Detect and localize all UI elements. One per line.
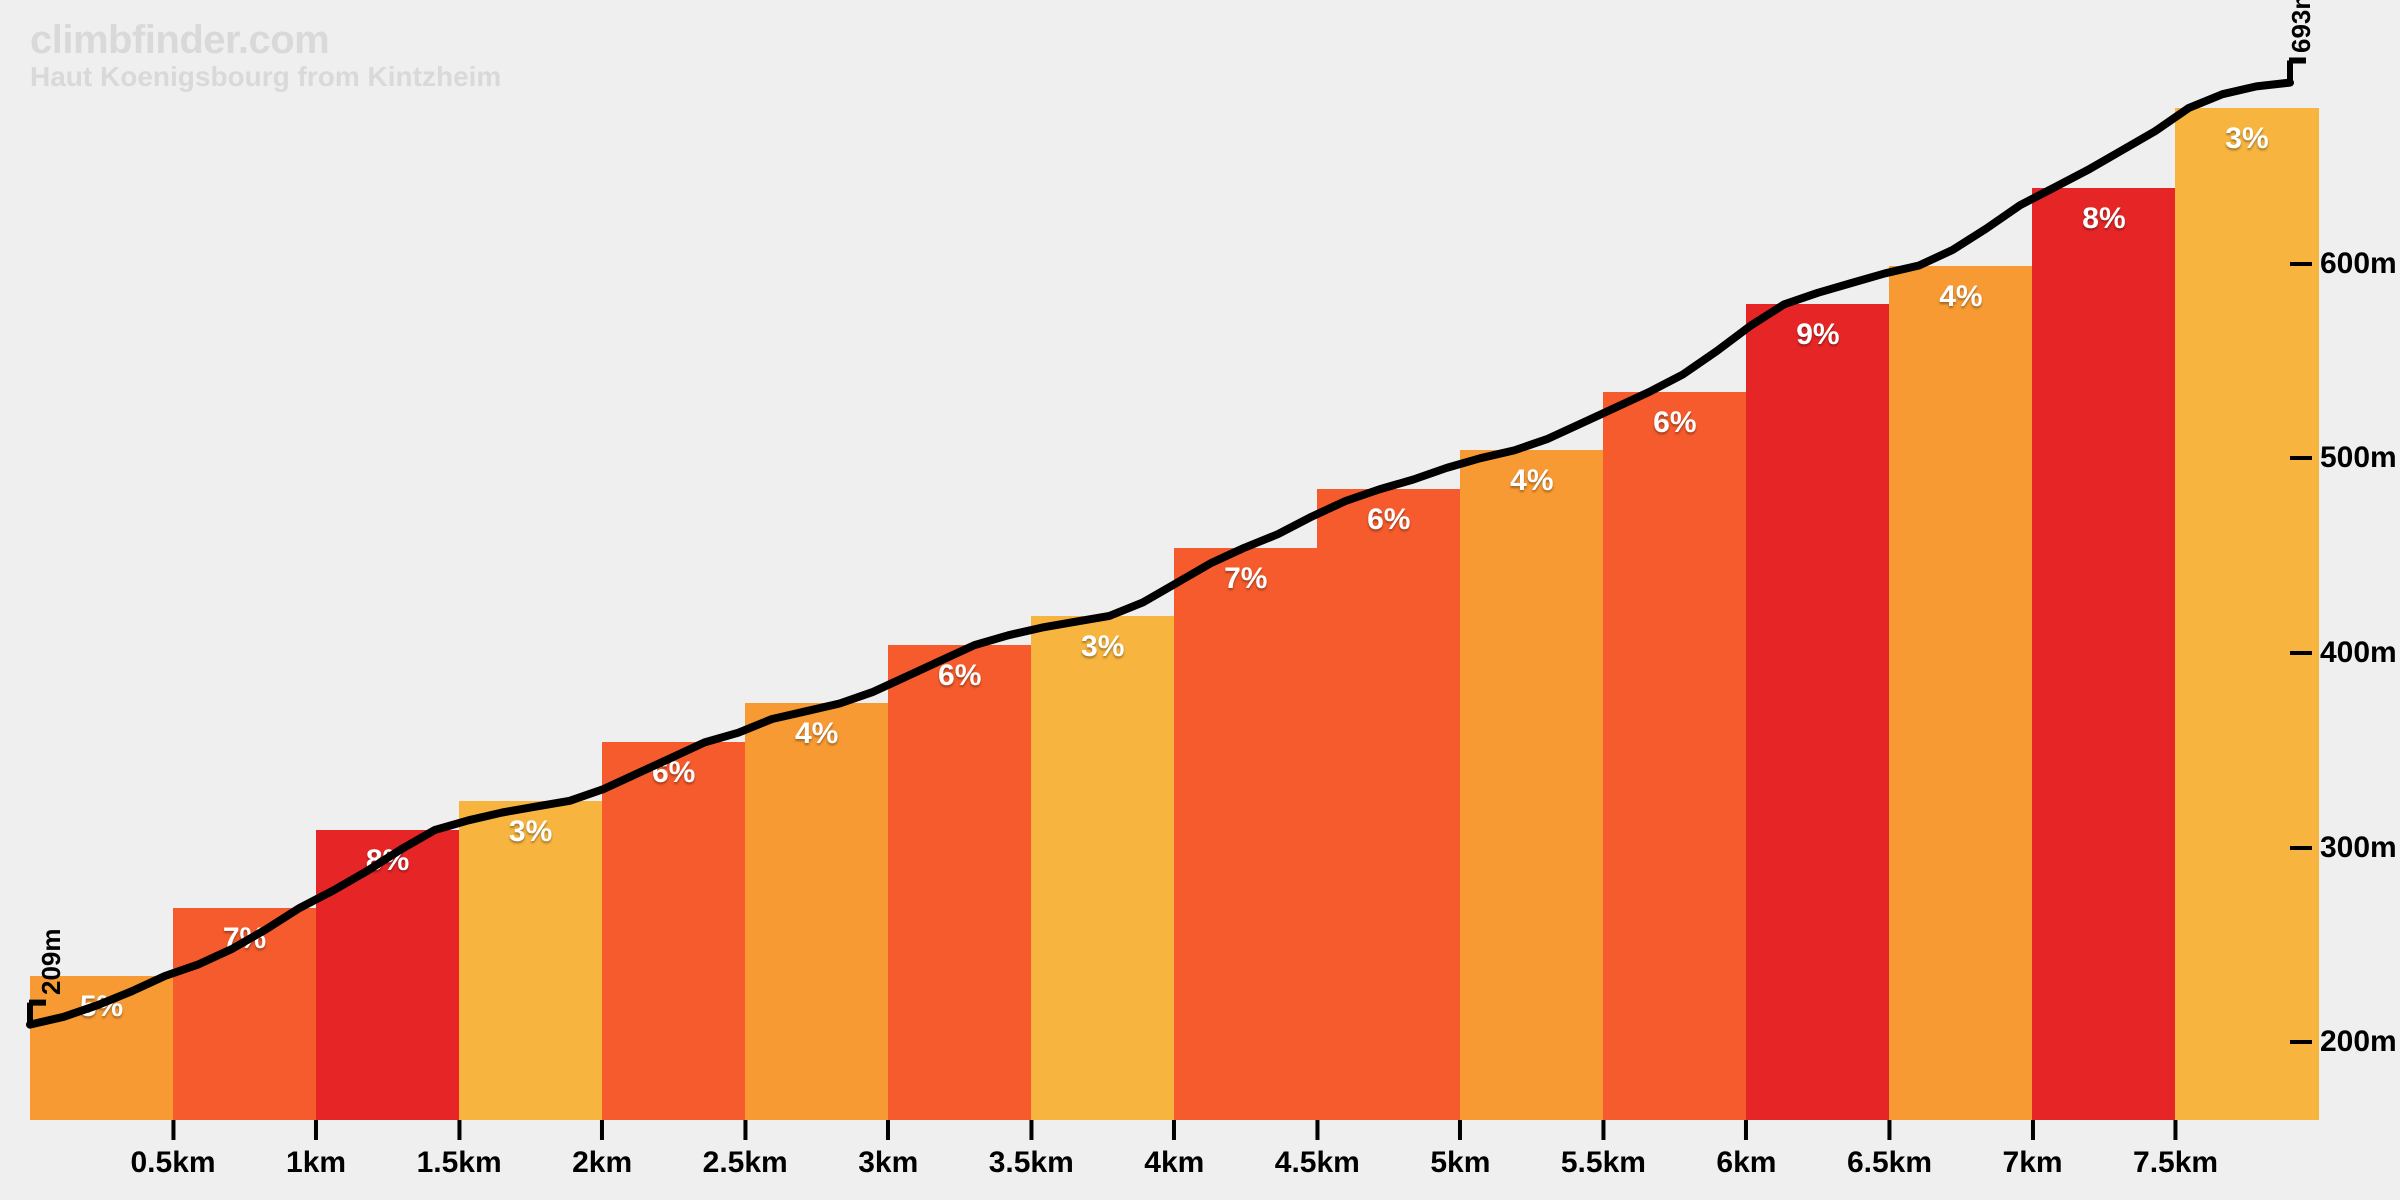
- plot-area: 5%7%8%3%6%4%6%3%7%6%4%6%9%4%8%3%: [30, 30, 2290, 1120]
- x-axis-tick: 7km: [2003, 1120, 2063, 1180]
- x-axis-tick: 0.5km: [130, 1120, 215, 1180]
- x-axis-tick: 6.5km: [1847, 1120, 1932, 1180]
- y-tick-label: 500m: [2320, 441, 2397, 475]
- x-tick-label: 7km: [2003, 1146, 2063, 1180]
- y-axis-tick: 200m: [2290, 1025, 2397, 1059]
- start-elevation-label: 209m: [36, 928, 67, 995]
- elevation-chart: 5%7%8%3%6%4%6%3%7%6%4%6%9%4%8%3%: [30, 30, 2290, 1120]
- x-tick-label: 0.5km: [130, 1146, 215, 1180]
- x-axis-tick: 3.5km: [989, 1120, 1074, 1180]
- x-tick-mark: [1744, 1120, 1748, 1140]
- x-axis-tick: 4km: [1144, 1120, 1204, 1180]
- x-tick-mark: [1029, 1120, 1033, 1140]
- y-tick-mark: [2290, 846, 2312, 850]
- y-tick-mark: [2290, 262, 2312, 266]
- x-tick-mark: [886, 1120, 890, 1140]
- x-tick-mark: [171, 1120, 175, 1140]
- x-axis-tick: 4.5km: [1275, 1120, 1360, 1180]
- x-axis-tick: 1km: [286, 1120, 346, 1180]
- x-tick-label: 4km: [1144, 1146, 1204, 1180]
- x-axis-tick: 2.5km: [703, 1120, 788, 1180]
- end-elevation-label: 693m: [2286, 0, 2317, 53]
- x-tick-label: 5km: [1430, 1146, 1490, 1180]
- y-axis-tick: 600m: [2290, 247, 2397, 281]
- x-axis-tick: 7.5km: [2133, 1120, 2218, 1180]
- x-tick-label: 3.5km: [989, 1146, 1074, 1180]
- x-tick-label: 4.5km: [1275, 1146, 1360, 1180]
- x-tick-mark: [1458, 1120, 1462, 1140]
- x-tick-label: 3km: [858, 1146, 918, 1180]
- x-tick-mark: [2174, 1120, 2178, 1140]
- x-tick-mark: [1887, 1120, 1891, 1140]
- x-axis-tick: 5.5km: [1561, 1120, 1646, 1180]
- x-tick-label: 1km: [286, 1146, 346, 1180]
- x-tick-mark: [600, 1120, 604, 1140]
- y-tick-label: 200m: [2320, 1025, 2397, 1059]
- x-axis-tick: 3km: [858, 1120, 918, 1180]
- x-axis-tick: 2km: [572, 1120, 632, 1180]
- watermark-brand: climbfinder.com: [30, 18, 501, 62]
- x-tick-mark: [314, 1120, 318, 1140]
- y-axis: 200m 300m 400m 500m 600m: [2290, 30, 2400, 1120]
- y-axis-tick: 300m: [2290, 831, 2397, 865]
- x-tick-mark: [1172, 1120, 1176, 1140]
- y-axis-tick: 500m: [2290, 441, 2397, 475]
- x-tick-mark: [1601, 1120, 1605, 1140]
- x-tick-mark: [2031, 1120, 2035, 1140]
- x-tick-label: 2km: [572, 1146, 632, 1180]
- x-tick-label: 7.5km: [2133, 1146, 2218, 1180]
- x-axis: 0.5km 1km 1.5km 2km 2.5km 3km 3.5km 4km 4.5km 5km…: [30, 1120, 2290, 1200]
- y-tick-mark: [2290, 1040, 2312, 1044]
- y-tick-mark: [2290, 456, 2312, 460]
- x-tick-mark: [743, 1120, 747, 1140]
- y-tick-mark: [2290, 651, 2312, 655]
- x-axis-tick: 5km: [1430, 1120, 1490, 1180]
- x-tick-label: 2.5km: [703, 1146, 788, 1180]
- x-tick-label: 5.5km: [1561, 1146, 1646, 1180]
- x-tick-label: 1.5km: [417, 1146, 502, 1180]
- elevation-profile-line: [30, 30, 2290, 1120]
- x-tick-mark: [457, 1120, 461, 1140]
- x-axis-tick: 6km: [1716, 1120, 1776, 1180]
- watermark-subtitle: Haut Koenigsbourg from Kintzheim: [30, 62, 501, 93]
- x-tick-label: 6km: [1716, 1146, 1776, 1180]
- x-tick-label: 6.5km: [1847, 1146, 1932, 1180]
- y-axis-tick: 400m: [2290, 636, 2397, 670]
- x-axis-tick: 1.5km: [417, 1120, 502, 1180]
- x-tick-mark: [1315, 1120, 1319, 1140]
- y-tick-label: 300m: [2320, 831, 2397, 865]
- watermark: climbfinder.com Haut Koenigsbourg from K…: [30, 18, 501, 93]
- y-tick-label: 400m: [2320, 636, 2397, 670]
- y-tick-label: 600m: [2320, 247, 2397, 281]
